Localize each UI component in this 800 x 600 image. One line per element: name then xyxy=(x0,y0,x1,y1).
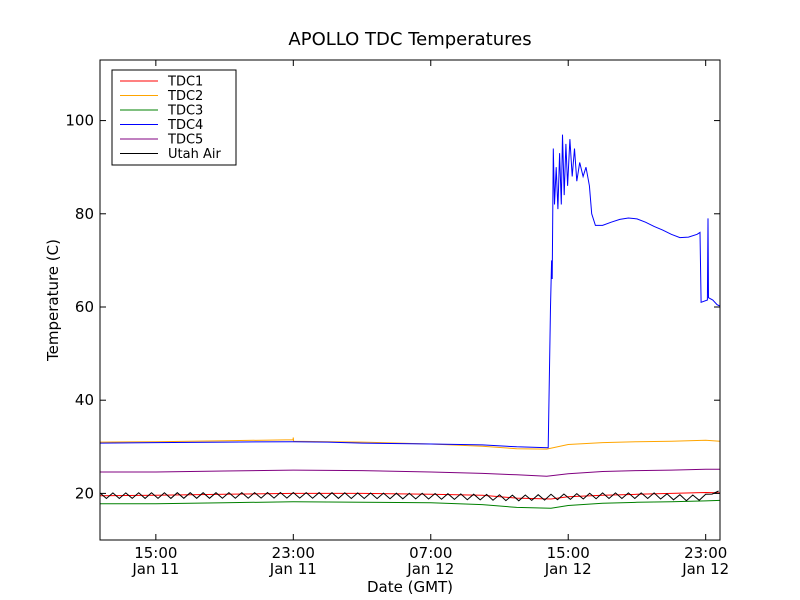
x-axis-label: Date (GMT) xyxy=(367,578,453,596)
x-tick-label-date: Jan 12 xyxy=(681,560,729,578)
plot-frame xyxy=(99,59,721,541)
legend-label: Utah Air xyxy=(168,147,221,162)
x-tick-label-time: 15:00 xyxy=(134,544,177,562)
y-axis-label: Temperature (C) xyxy=(44,239,62,362)
y-tick-label: 100 xyxy=(65,112,94,130)
x-tick-label-date: Jan 11 xyxy=(131,560,179,578)
x-tick-label-time: 15:00 xyxy=(547,544,590,562)
series-line-tdc1 xyxy=(100,491,720,500)
x-tick-label-date: Jan 12 xyxy=(544,560,592,578)
legend-label: TDC5 xyxy=(167,133,203,148)
series-line-utah-air xyxy=(100,490,719,502)
legend-label: TDC2 xyxy=(167,89,203,104)
x-tick-label-date: Jan 12 xyxy=(406,560,454,578)
series-line-tdc2 xyxy=(100,437,720,450)
x-tick-label-time: 23:00 xyxy=(272,544,315,562)
y-tick-label: 60 xyxy=(75,298,94,316)
legend-label: TDC3 xyxy=(167,104,203,119)
legend-label: TDC1 xyxy=(167,75,203,90)
y-tick-label: 20 xyxy=(75,484,94,502)
series-line-tdc5 xyxy=(100,468,720,477)
legend-box xyxy=(111,69,237,166)
y-tick-label: 40 xyxy=(75,391,94,409)
x-tick-label-time: 23:00 xyxy=(684,544,727,562)
x-tick-label-time: 07:00 xyxy=(409,544,452,562)
series-line-tdc3 xyxy=(100,499,720,509)
chart-title: APOLLO TDC Temperatures xyxy=(288,29,531,50)
series-line-tdc4 xyxy=(100,134,720,449)
legend-label: TDC4 xyxy=(167,118,203,133)
x-tick-label-date: Jan 11 xyxy=(269,560,317,578)
series-layer xyxy=(100,134,720,509)
y-tick-label: 80 xyxy=(75,205,94,223)
